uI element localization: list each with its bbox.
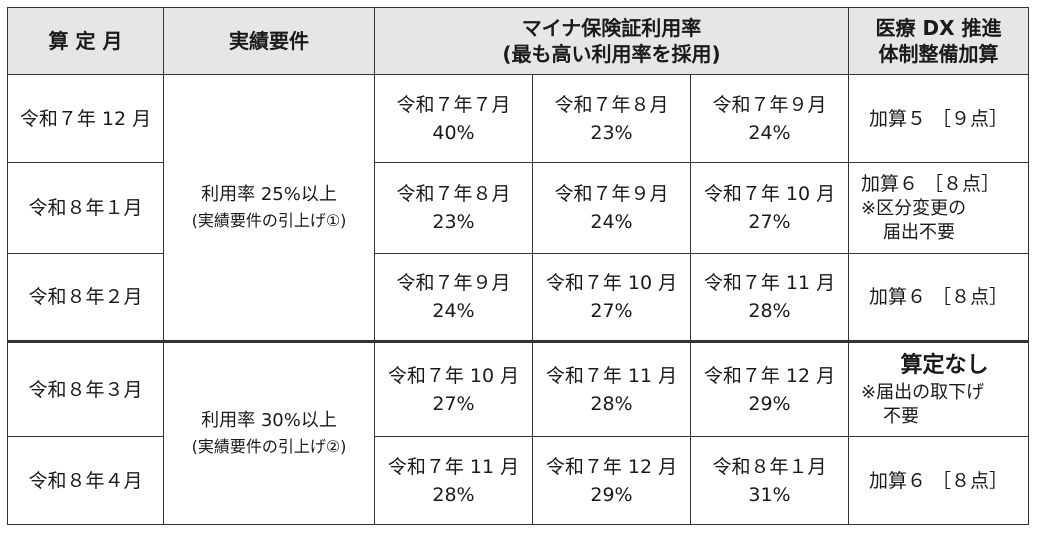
table-row: 令和８年１月 令和７年８月 23% 令和７年９月 24% 令和７年 10 月 27% … (7, 162, 1029, 254)
requirement-line1: 利用率 30%以上 (201, 409, 337, 431)
header-add-line2: 体制整備加算 (878, 42, 999, 66)
add-note: ※区分変更の (861, 198, 967, 219)
header-row: 算 定 月 実績要件 マイナ保険証利用率 (最も高い利用率を採用) 医療 DX … (7, 7, 1029, 75)
rate-cell: 令和７年 10 月 27% (532, 253, 691, 342)
rate-value: 28% (432, 483, 475, 506)
rate-cell: 令和７年８月 23% (532, 74, 691, 163)
rate-period: 令和７年９月 (554, 183, 669, 205)
rate-cell: 令和７年９月 24% (374, 253, 533, 342)
table-row: 令和７年 12 月 利用率 25%以上 (実績要件の引上げ①) 令和７年７月 40… (7, 74, 1029, 342)
rate-period: 令和７年８月 (554, 93, 669, 116)
rate-period: 令和７年 11 月 (545, 364, 678, 387)
month-cell: 令和８年３月 (7, 340, 164, 437)
requirement-cell-2: 利用率 30%以上 (実績要件の引上げ②) (163, 340, 375, 525)
header-rate: マイナ保険証利用率 (最も高い利用率を採用) (374, 7, 849, 75)
rate-cell: 令和７年 11 月 28% (374, 436, 533, 525)
add-main: 算定なし (900, 352, 989, 378)
rate-value: 27% (590, 300, 633, 322)
calculation-table: 算 定 月 実績要件 マイナ保険証利用率 (最も高い利用率を採用) 医療 DX … (7, 7, 1029, 525)
add-cell: 加算６ ［８点］ (848, 436, 1029, 525)
rate-value: 28% (590, 392, 633, 415)
rate-cell: 令和７年 12 月 29% (690, 340, 849, 437)
rate-cell: 令和７年 10 月 27% (690, 162, 849, 254)
rate-cell: 令和７年９月 24% (690, 74, 849, 163)
add-main: 加算６ ［８点］ (868, 286, 1009, 308)
rate-period: 令和７年 10 月 (387, 364, 520, 387)
header-add-line1: 医療 DX 推進 (875, 16, 1002, 40)
add-cell: 加算６ ［８点］ (848, 253, 1029, 342)
month-cell: 令和７年 12 月 (7, 74, 164, 163)
add-note: ※届出の取下げ (861, 381, 985, 403)
rate-period: 令和７年 12 月 (703, 364, 836, 387)
rate-value: 23% (590, 121, 633, 144)
rate-value: 40% (432, 121, 475, 144)
requirement-cell-1: 利用率 25%以上 (実績要件の引上げ①) (163, 74, 375, 342)
rate-cell: 令和８年１月 31% (690, 436, 849, 525)
rate-period: 令和７年７月 (396, 93, 511, 116)
rate-cell: 令和７年 11 月 28% (690, 253, 849, 342)
rate-period: 令和７年９月 (712, 93, 827, 116)
header-add: 医療 DX 推進 体制整備加算 (848, 7, 1029, 75)
header-requirement: 実績要件 (163, 7, 375, 75)
month-cell: 令和８年１月 (7, 162, 164, 254)
rate-period: 令和８年１月 (712, 455, 827, 478)
add-note-cont: 届出不要 (883, 222, 955, 243)
table-row: 令和８年３月 利用率 30%以上 (実績要件の引上げ②) 令和７年 10 月 27… (7, 340, 1029, 525)
add-main: 加算６ ［８点］ (868, 469, 1009, 492)
header-rate-line2: (最も高い利用率を採用) (502, 42, 721, 66)
rate-period: 令和７年９月 (396, 272, 511, 294)
header-month: 算 定 月 (7, 7, 164, 75)
rate-value: 29% (748, 392, 791, 415)
rate-value: 27% (748, 211, 791, 233)
rate-cell: 令和７年８月 23% (374, 162, 533, 254)
requirement-line1: 利用率 25%以上 (201, 183, 337, 205)
rate-value: 24% (748, 121, 791, 144)
rate-value: 29% (590, 483, 633, 506)
rate-cell: 令和７年７月 40% (374, 74, 533, 163)
requirement-line2: (実績要件の引上げ①) (191, 210, 347, 230)
rate-value: 24% (590, 211, 633, 233)
rate-value: 31% (748, 483, 791, 506)
add-note-cont: 不要 (883, 405, 919, 427)
rate-value: 23% (432, 211, 475, 233)
add-cell: 加算６ ［８点］ ※区分変更の 届出不要 (848, 162, 1029, 254)
rate-value: 28% (748, 300, 791, 322)
month-cell: 令和８年４月 (7, 436, 164, 525)
rate-period: 令和７年 12 月 (545, 455, 678, 478)
rate-period: 令和７年 11 月 (703, 272, 836, 294)
rate-period: 令和７年 11 月 (387, 455, 520, 478)
header-rate-line1: マイナ保険証利用率 (521, 16, 702, 40)
rate-cell: 令和７年 12 月 29% (532, 436, 691, 525)
add-cell: 算定なし ※届出の取下げ 不要 (848, 340, 1029, 437)
add-main: 加算６ ［８点］ (861, 173, 1001, 195)
add-cell: 加算５ ［９点］ (848, 74, 1029, 163)
rate-cell: 令和７年９月 24% (532, 162, 691, 254)
rate-period: 令和７年 10 月 (703, 183, 836, 205)
table-row: 令和８年４月 令和７年 11 月 28% 令和７年 12 月 29% 令和８年１月 3… (7, 436, 1029, 525)
add-main: 加算５ ［９点］ (868, 107, 1009, 130)
table-row: 令和８年２月 令和７年９月 24% 令和７年 10 月 27% 令和７年 11 月 2… (7, 253, 1029, 342)
rate-cell: 令和７年 11 月 28% (532, 340, 691, 437)
rate-value: 27% (432, 392, 475, 415)
month-cell: 令和８年２月 (7, 253, 164, 342)
rate-value: 24% (432, 300, 475, 322)
rate-period: 令和７年 10 月 (545, 272, 678, 294)
rate-period: 令和７年８月 (396, 183, 511, 205)
requirement-line2: (実績要件の引上げ②) (191, 436, 347, 456)
rate-cell: 令和７年 10 月 27% (374, 340, 533, 437)
